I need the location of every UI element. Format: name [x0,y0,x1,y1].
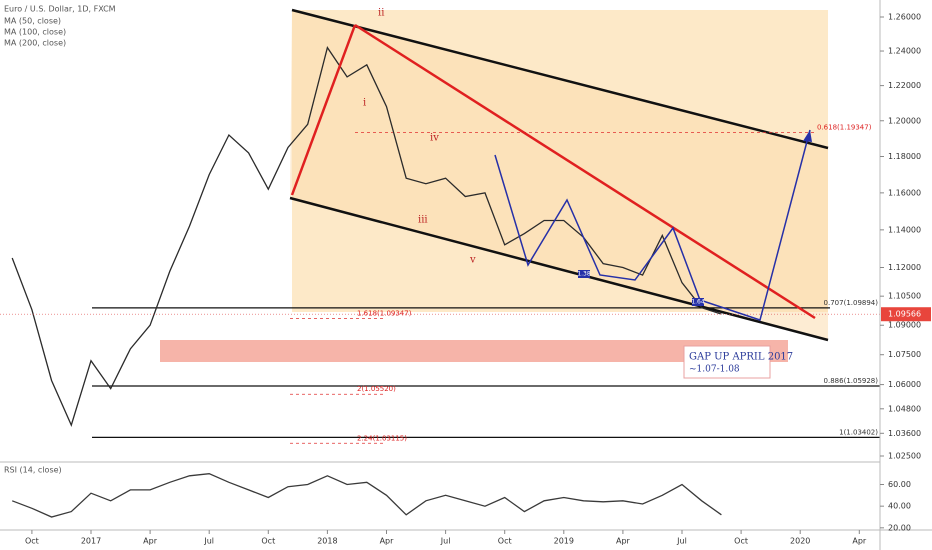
indicator: MA (100, close) [4,28,66,37]
channel-lower [289,196,829,342]
y-tick-label: 1.04800 [888,404,921,413]
x-tick-label: Oct [734,537,748,546]
y-tick-label: 1.16000 [888,188,921,197]
channel-fill [290,10,828,340]
tag: 1.38 [577,271,591,278]
wave-label: v [469,255,476,266]
wave-label: iii [418,215,428,226]
x-tick-label: 2020 [790,537,810,546]
tag-box [692,298,704,306]
y-tick-label: 1.26000 [888,13,921,22]
chart-title: Euro / U.S. Dollar, 1D, FXCM [4,5,116,14]
x-tick-label: Oct [498,537,512,546]
x-tick-label: Jul [676,537,687,546]
price-line [11,473,722,518]
tag-box [578,270,590,278]
tag: 1.64 [691,299,705,306]
pattern-line [494,129,811,321]
fib-label: 0.707(1.09894) [824,299,879,307]
x-tick-label: 2017 [81,537,101,546]
fib-label: 2.24(1.03115) [357,434,407,442]
x-tick-label: Oct [261,537,275,546]
note-text: GAP UP APRIL 2017 [689,352,793,363]
y-tick-label: 1.07500 [888,350,921,359]
wave-label: ii [378,8,384,19]
x-tick-label: 2018 [317,537,337,546]
x-tick-label: Apr [380,537,395,546]
x-tick-label: Oct [25,537,39,546]
fib-label: 0.886(1.05928) [824,377,879,385]
x-tick-label: 2019 [554,537,574,546]
fib-label: 1.618(1.09347) [357,309,412,317]
y-tick-label: 1.09000 [888,321,921,330]
y-tick-label: 1.12000 [888,263,921,272]
trend-line [354,23,816,320]
arrow-head [803,130,812,142]
x-tick-label: Apr [852,537,867,546]
wave-label: iv [430,133,439,144]
x-tick-label: Apr [143,537,158,546]
y-tick-label: 1.03600 [888,429,921,438]
y-tick-label: 1.02500 [888,452,921,461]
indicator: MA (50, close) [4,17,61,26]
y-tick-label: 1.14000 [888,225,921,234]
rsi-title: RSI (14, close) [4,466,62,475]
indicator: MA (200, close) [4,39,66,48]
wave-label: i [363,98,366,109]
y-tick-label: 1.10500 [888,292,921,301]
y-tick-label: 1.24000 [888,47,921,56]
note-text: ~1.07-1.08 [689,365,740,375]
y-tick-label: 1.20000 [888,116,921,125]
y-tick-label: 60.00 [888,480,911,489]
price-line [11,46,722,427]
fib-label: 2(1.05520) [357,385,396,393]
y-tick-label: 1.06000 [888,380,921,389]
last-price-box [881,307,931,322]
last-price-label: 1.09566 [888,310,921,319]
channel-upper [291,8,829,150]
y-tick-label: 1.18000 [888,152,921,161]
gap-zone [160,340,788,362]
x-tick-label: Jul [440,537,451,546]
fib-label: 1(1.03402) [839,428,878,436]
note-box [683,345,771,379]
y-tick-label: 40.00 [888,502,911,511]
fib-label: 0.618(1.19347) [817,123,872,131]
x-tick-label: Apr [616,537,631,546]
y-tick-label: 20.00 [888,523,911,532]
x-tick-label: Jul [203,537,214,546]
y-tick-label: 1.22000 [888,81,921,90]
impulse-line [290,24,357,196]
